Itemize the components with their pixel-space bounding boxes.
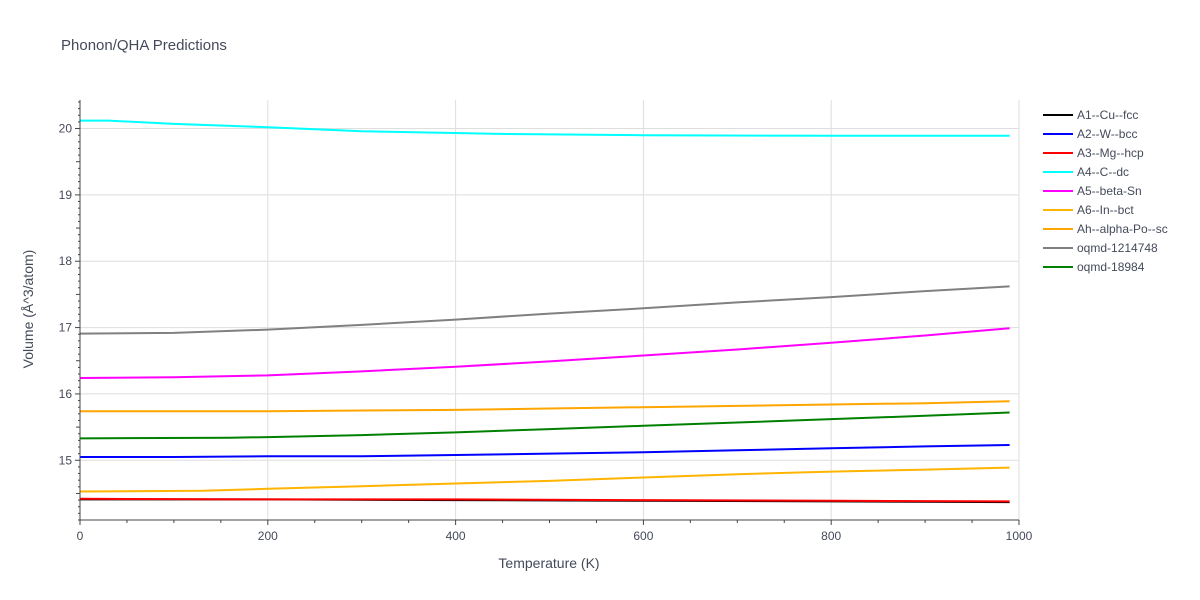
- series-line-ah-alpha-po-sc[interactable]: [80, 400, 1010, 413]
- grid: [80, 100, 1020, 520]
- legend-item-a2-w-bcc[interactable]: A2--W--bcc: [1043, 127, 1137, 141]
- legend-item-a5-beta-sn[interactable]: A5--beta-Sn: [1043, 184, 1142, 198]
- legend[interactable]: A1--Cu--fcc A2--W--bcc A3--Mg--hcp A4--C--d…: [1043, 108, 1168, 274]
- x-axis-title: Temperature (K): [498, 555, 599, 571]
- legend-item-a1-cu-fcc[interactable]: A1--Cu--fcc: [1043, 108, 1138, 122]
- chart-title: Phonon/QHA Predictions: [61, 37, 227, 54]
- legend-label: oqmd-1214748: [1077, 241, 1158, 255]
- legend-item-a4-c-dc[interactable]: A4--C--dc: [1043, 165, 1129, 179]
- x-tick-label: 200: [258, 529, 278, 543]
- legend-label: A4--C--dc: [1077, 165, 1129, 179]
- legend-label: oqmd-18984: [1077, 260, 1145, 274]
- plot-area: [79, 119, 1010, 504]
- series-line-a2-w-bcc[interactable]: [80, 444, 1010, 458]
- x-tick-label: 800: [821, 529, 841, 543]
- legend-item-oqmd-1214748[interactable]: oqmd-1214748: [1043, 241, 1158, 255]
- y-axis-title: Volume (Å^3/atom): [20, 250, 36, 369]
- y-tick-label: 18: [59, 254, 73, 268]
- y-tick-label: 19: [59, 188, 73, 202]
- legend-item-oqmd-18984[interactable]: oqmd-18984: [1043, 260, 1145, 274]
- x-tick-label: 600: [633, 529, 653, 543]
- x-tick-label: 400: [446, 529, 466, 543]
- y-tick-label: 17: [59, 321, 73, 335]
- series-line-a3-mg-hcp[interactable]: [79, 497, 1010, 503]
- y-tick-label: 16: [59, 387, 73, 401]
- y-tick-label: 15: [59, 453, 73, 467]
- legend-item-ah-alpha-po-sc[interactable]: Ah--alpha-Po--sc: [1043, 222, 1168, 236]
- x-tick-label: 1000: [1006, 529, 1033, 543]
- x-tick-label: 0: [77, 529, 84, 543]
- series-line-a4-c-dc[interactable]: [80, 119, 1010, 137]
- legend-label: A2--W--bcc: [1077, 127, 1137, 141]
- legend-label: A1--Cu--fcc: [1077, 108, 1138, 122]
- legend-item-a6-in-bct[interactable]: A6--In--bct: [1043, 203, 1134, 217]
- legend-label: A6--In--bct: [1077, 203, 1134, 217]
- legend-item-a3-mg-hcp[interactable]: A3--Mg--hcp: [1043, 146, 1144, 160]
- series-line-oqmd-1214748[interactable]: [79, 285, 1010, 335]
- series-line-a6-in-bct[interactable]: [79, 466, 1010, 493]
- series-line-a5-beta-sn[interactable]: [79, 327, 1010, 379]
- legend-label: A3--Mg--hcp: [1077, 146, 1144, 160]
- series-line-oqmd-18984[interactable]: [79, 411, 1010, 440]
- axes: 0 200 400 600 800 1000 15 16 17 18 19 20: [59, 100, 1033, 543]
- legend-label: Ah--alpha-Po--sc: [1077, 222, 1168, 236]
- y-tick-label: 20: [59, 122, 73, 136]
- legend-label: A5--beta-Sn: [1077, 184, 1142, 198]
